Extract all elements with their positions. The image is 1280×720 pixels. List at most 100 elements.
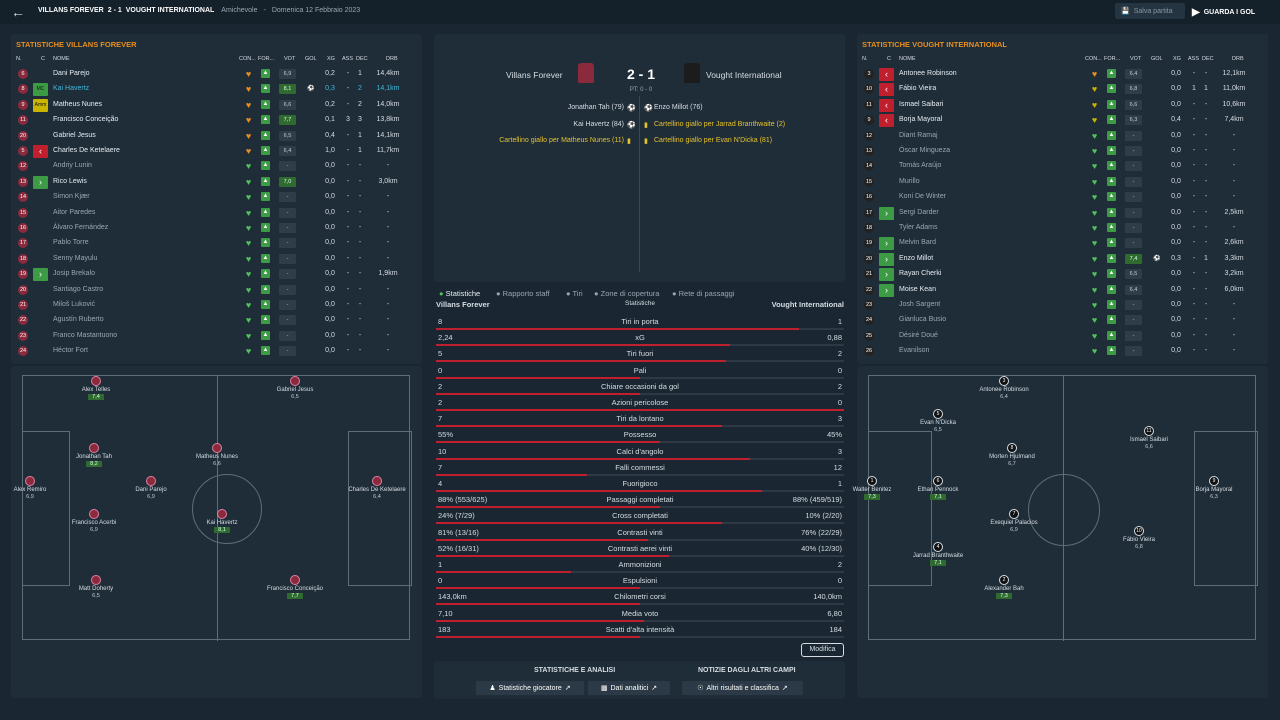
table-row[interactable]: 11 Francisco Conceição ♥ ▲ 7,7 0,1 3 3 13,8km <box>11 113 422 128</box>
pitch-player[interactable]: 5 Evan N'Dicka 6,5 <box>903 409 973 433</box>
column-header[interactable]: NOME <box>899 56 916 62</box>
column-header[interactable]: DRB <box>1232 56 1244 62</box>
player-name[interactable]: Ismael Saibari <box>899 100 944 108</box>
player-name[interactable]: Agustín Ruberto <box>53 316 104 324</box>
table-row[interactable]: 3 ‹ Antonee Robinson ♥ ▲ 6,4 0,0 - - 12,1km <box>857 67 1268 82</box>
table-row[interactable]: 9 Amm Matheus Nunes ♥ ▲ 6,6 0,2 -2 14,0km <box>11 98 422 113</box>
column-header[interactable]: CON... <box>1085 56 1102 62</box>
column-header[interactable]: FOR... <box>258 56 275 62</box>
column-header[interactable]: FOR... <box>1104 56 1121 62</box>
player-name[interactable]: Tomás Araújo <box>899 162 942 170</box>
table-row[interactable]: 16 Álvaro Fernández ♥ ▲ -0,0- - - <box>11 221 422 236</box>
table-row[interactable]: 22 › Moise Kean ♥ ▲ 6,4 0,0 - - 6,0km <box>857 283 1268 298</box>
player-stats-button[interactable]: ♟ Statistiche giocatore ↗ <box>476 681 584 695</box>
table-row[interactable]: 26 Evanilson ♥ ▲ -0,0- - - <box>857 344 1268 359</box>
table-row[interactable]: 20 Santiago Castro ♥ ▲ -0,0- - - <box>11 283 422 298</box>
tab-shots[interactable]: ● Tiri <box>566 289 583 298</box>
player-name[interactable]: Gianluca Busio <box>899 316 947 324</box>
analytics-button[interactable]: ▩ Dati analitici ↗ <box>588 681 670 695</box>
player-name[interactable]: Kai Havertz <box>53 85 90 93</box>
pitch-player[interactable]: 9 Borja Mayoral 6,3 <box>1179 476 1249 500</box>
table-row[interactable]: 8 MC Kai Havertz ♥ ▲ 8,1 ⚽ 0,3 -2 14,1km <box>11 82 422 97</box>
table-row[interactable]: 17 › Sergi Darder ♥ ▲ -0,0- -2,5km <box>857 206 1268 221</box>
pitch-player[interactable]: 11 Ismael Saibari 6,6 <box>1114 426 1184 450</box>
table-row[interactable]: 15 Aitor Paredes ♥ ▲ -0,0- - - <box>11 206 422 221</box>
watch-goals-button[interactable]: ▶ GUARDA I GOL <box>1192 6 1256 18</box>
player-name[interactable]: Fábio Vieira <box>899 85 937 93</box>
player-name[interactable]: Senny Mayulu <box>53 254 98 262</box>
tab-staff-report[interactable]: ● Rapporto staff <box>496 289 550 298</box>
column-header[interactable]: VOT <box>1130 56 1142 62</box>
pitch-player[interactable]: Matt Doherty 6,5 <box>61 575 131 599</box>
player-name[interactable]: Matheus Nunes <box>53 100 103 108</box>
player-name[interactable]: Aitor Paredes <box>53 208 96 216</box>
column-header[interactable]: C <box>41 56 45 62</box>
player-name[interactable]: Charles De Ketelaere <box>53 147 120 154</box>
table-row[interactable]: 12 Diant Ramaj ♥ ▲ -0,0- - - <box>857 129 1268 144</box>
player-name[interactable]: Simon Kjær <box>53 193 90 201</box>
column-header[interactable]: N. <box>862 56 868 62</box>
column-header[interactable]: GOL <box>305 56 317 62</box>
pitch-player[interactable]: Charles De Ketelaere 6,4 <box>342 476 412 500</box>
player-name[interactable]: Gabriel Jesus <box>53 131 96 139</box>
column-header[interactable]: DEC <box>356 56 368 62</box>
table-row[interactable]: 20 › Enzo Millot ♥ ▲ 7,4 ⚽ 0,3 -1 3,3km <box>857 252 1268 267</box>
table-row[interactable]: 13 › Rico Lewis ♥ ▲ 7,0 0,0 - - 3,0km <box>11 175 422 190</box>
pitch-player[interactable]: Matheus Nunes 6,6 <box>182 443 252 467</box>
tab-statistiche[interactable]: ● Statistiche <box>439 289 481 298</box>
pitch-player[interactable]: 2 Alexander Bah 7,3 <box>969 575 1039 599</box>
table-row[interactable]: 21 › Rayan Cherki ♥ ▲ 6,5 0,0 - - 3,2km <box>857 267 1268 282</box>
player-name[interactable]: Rayan Cherki <box>899 270 942 278</box>
modify-button[interactable]: Modifica <box>801 643 844 657</box>
pitch-player[interactable]: 6 Ethan Pennock 7,1 <box>903 476 973 500</box>
table-row[interactable]: 12 Andriy Lunin ♥ ▲ -0,0- - - <box>11 159 422 174</box>
player-name[interactable]: Josip Brekalo <box>53 270 96 278</box>
player-name[interactable]: Josh Sargent <box>899 301 941 308</box>
pitch-player[interactable]: Alex Telles 7,4 <box>61 376 131 400</box>
table-row[interactable]: 17 Pablo Torre ♥ ▲ -0,0- - - <box>11 236 422 251</box>
table-row[interactable]: 24 Héctor Fort ♥ ▲ -0,0- - - <box>11 344 422 359</box>
table-row[interactable]: 15 Murillo ♥ ▲ -0,0- - - <box>857 175 1268 190</box>
pitch-player[interactable]: Francisco Conceição 7,7 <box>260 575 330 599</box>
pitch-player[interactable]: 1 Walter Benitez 7,3 <box>837 476 907 500</box>
pitch-player[interactable]: 4 Jarrad Branthwaite 7,1 <box>903 542 973 566</box>
save-match-button[interactable]: 💾 Salva partita <box>1115 3 1185 19</box>
column-header[interactable]: XG <box>327 56 335 62</box>
column-header[interactable]: GOL <box>1151 56 1163 62</box>
table-row[interactable]: 13 Óscar Mingueza ♥ ▲ -0,0- - - <box>857 144 1268 159</box>
player-name[interactable]: Dani Parejo <box>53 70 90 77</box>
player-name[interactable]: Antonee Robinson <box>899 70 957 77</box>
table-row[interactable]: 14 Simon Kjær ♥ ▲ -0,0- - - <box>11 190 422 205</box>
player-name[interactable]: Héctor Fort <box>53 347 89 355</box>
pitch-player[interactable]: 8 Morten Hjulmand 6,7 <box>977 443 1047 467</box>
player-name[interactable]: Melvin Bard <box>899 239 936 247</box>
table-row[interactable]: 24 Gianluca Busio ♥ ▲ -0,0- - - <box>857 313 1268 328</box>
pitch-player[interactable]: Alex Remiro 6,9 <box>0 476 65 500</box>
table-row[interactable]: 23 Franco Mastantuono ♥ ▲ -0,0- - - <box>11 329 422 344</box>
tab-coverage-zones[interactable]: ● Zone di copertura <box>594 289 660 298</box>
table-row[interactable]: 14 Tomás Araújo ♥ ▲ -0,0- - - <box>857 159 1268 174</box>
table-row[interactable]: 23 Josh Sargent ♥ ▲ -0,0- - - <box>857 298 1268 313</box>
player-name[interactable]: Koni De Winter <box>899 193 947 201</box>
table-row[interactable]: 9 ‹ Borja Mayoral ♥ ▲ 6,3 0,4 - - 7,4km <box>857 113 1268 128</box>
player-name[interactable]: Franco Mastantuono <box>53 331 118 339</box>
player-name[interactable]: Álvaro Fernández <box>53 224 109 231</box>
table-row[interactable]: 21 Miloš Luković ♥ ▲ -0,0- - - <box>11 298 422 313</box>
player-name[interactable]: Enzo Millot <box>899 254 934 262</box>
player-name[interactable]: Santiago Castro <box>53 285 104 293</box>
table-row[interactable]: 19 › Melvin Bard ♥ ▲ -0,0- -2,6km <box>857 236 1268 251</box>
player-name[interactable]: Óscar Mingueza <box>899 147 950 154</box>
column-header[interactable]: CON... <box>239 56 256 62</box>
player-name[interactable]: Tyler Adams <box>899 224 938 231</box>
player-name[interactable]: Murillo <box>899 177 920 185</box>
player-name[interactable]: Evanilson <box>899 347 930 355</box>
pitch-player[interactable]: Francisco Acerbi 6,9 <box>59 509 129 533</box>
pitch-player[interactable]: Jonathan Tah 8,2 <box>59 443 129 467</box>
column-header[interactable]: DRB <box>386 56 398 62</box>
table-row[interactable]: 16 Koni De Winter ♥ ▲ -0,0- - - <box>857 190 1268 205</box>
column-header[interactable]: NOME <box>53 56 70 62</box>
table-row[interactable]: 6 Dani Parejo ♥ ▲ 6,9 0,2 - 1 14,4km <box>11 67 422 82</box>
table-row[interactable]: 5 ‹ Charles De Ketelaere ♥ ▲ 6,4 1,0 - 1 11,7km <box>11 144 422 159</box>
column-header[interactable]: XG <box>1173 56 1181 62</box>
tab-passing-network[interactable]: ● Rete di passaggi <box>672 289 735 298</box>
